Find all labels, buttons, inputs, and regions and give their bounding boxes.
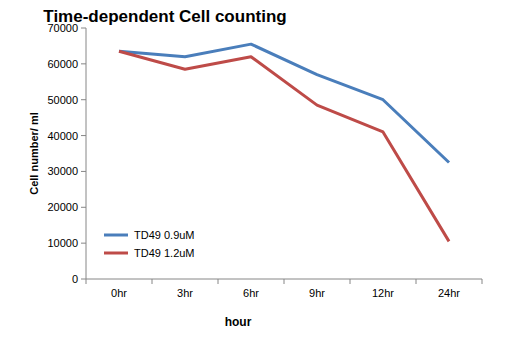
y-tick [81,99,86,100]
y-axis [86,28,87,279]
legend-swatch [104,234,128,237]
y-axis-label: Cell number/ ml [28,112,40,195]
legend-swatch [104,252,128,255]
x-tick [350,279,351,284]
chart: Time-dependent Cell counting 0 10000 20000 3… [0,0,517,350]
x-axis-label: hour [225,315,252,329]
x-tick [218,279,219,284]
x-tick [284,279,285,284]
x-tick-label: 24hr [438,287,460,299]
y-tick [81,135,86,136]
x-tick-label: 3hr [177,287,193,299]
y-tick [81,243,86,244]
y-tick-label: 40000 [47,130,78,142]
x-tick-label: 9hr [309,287,325,299]
x-tick-label: 0hr [111,287,127,299]
y-tick-label: 30000 [47,165,78,177]
x-tick [152,279,153,284]
y-tick-label: 0 [72,273,78,285]
plot-area [119,44,449,241]
series-line [119,44,449,162]
y-tick-label: 70000 [47,22,78,34]
legend-label: TD49 0.9uM [134,229,195,241]
legend-label: TD49 1.2uM [134,247,195,259]
y-tick [81,171,86,172]
y-tick [81,28,86,29]
x-tick [482,279,483,284]
title: Time-dependent Cell counting [43,7,286,26]
y-tick-label: 50000 [47,94,78,106]
y-tick [81,63,86,64]
x-tick [86,279,87,284]
x-tick-label: 12hr [372,287,394,299]
y-tick [81,279,86,280]
y-tick [81,207,86,208]
x-tick-label: 6hr [243,287,259,299]
series-line [119,51,449,241]
y-tick-label: 20000 [47,201,78,213]
x-tick [416,279,417,284]
y-tick-label: 10000 [47,237,78,249]
y-tick-label: 60000 [47,58,78,70]
